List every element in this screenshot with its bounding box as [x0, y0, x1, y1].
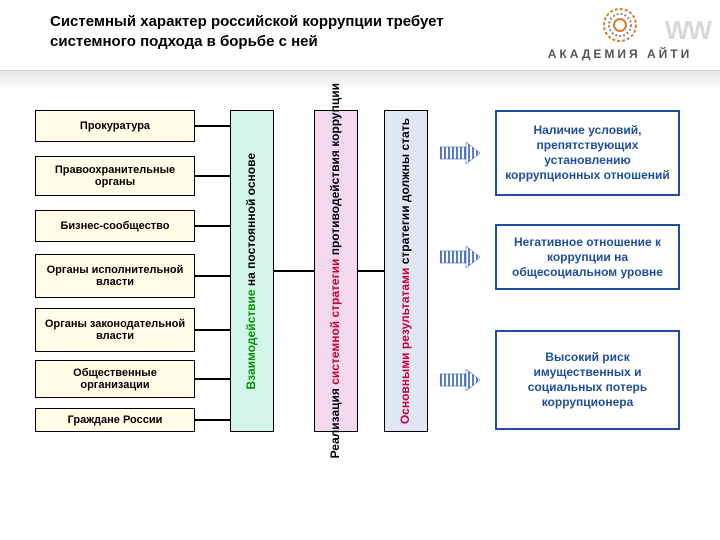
- page-title: Системный характер российской коррупции …: [50, 12, 470, 51]
- actor-box-0: Прокуратура: [35, 110, 195, 142]
- arrow-2: [440, 369, 480, 391]
- actor-box-1: Правоохранительные органы: [35, 156, 195, 196]
- connector-left-0: [195, 125, 230, 127]
- actor-box-6: Граждане России: [35, 408, 195, 432]
- brand-logo: WW АКАДЕМИЯ АЙТИ: [530, 5, 710, 61]
- connector-left-2: [195, 225, 230, 227]
- vbar2: Реализация системной стратегии противоде…: [314, 110, 358, 432]
- actor-box-2: Бизнес-сообщество: [35, 210, 195, 242]
- conn-v1: [274, 270, 314, 272]
- actor-box-5: Общественные организации: [35, 360, 195, 398]
- result-box-0: Наличие условий, препятствующих установл…: [495, 110, 680, 196]
- connector-left-6: [195, 419, 230, 421]
- arrow-0: [440, 142, 480, 164]
- vbar1-label: Взаимодействие на постоянной основе: [244, 153, 260, 390]
- vbar1: Взаимодействие на постоянной основе: [230, 110, 274, 432]
- result-box-1: Негативное отношение к коррупции на обще…: [495, 224, 680, 290]
- actor-box-3: Органы исполнительной власти: [35, 254, 195, 298]
- connector-left-3: [195, 275, 230, 277]
- vbar3-label: Основными результатами стратегии должны …: [398, 118, 414, 424]
- connector-left-4: [195, 329, 230, 331]
- logo-icon: [600, 5, 640, 45]
- vbar2-label: Реализация системной стратегии противоде…: [328, 83, 344, 458]
- connector-left-1: [195, 175, 230, 177]
- connector-left-5: [195, 378, 230, 380]
- logo-watermark: WW: [665, 15, 710, 46]
- logo-text: АКАДЕМИЯ АЙТИ: [530, 47, 710, 61]
- vbar3: Основными результатами стратегии должны …: [384, 110, 428, 432]
- arrow-1: [440, 246, 480, 268]
- header-band: [0, 70, 720, 90]
- result-box-2: Высокий риск имущественных и социальных …: [495, 330, 680, 430]
- conn-v2: [358, 270, 384, 272]
- header: Системный характер российской коррупции …: [0, 0, 720, 70]
- actor-box-4: Органы законодательной власти: [35, 308, 195, 352]
- diagram-canvas: Прокуратура Правоохранительные органы Бизн…: [0, 90, 720, 540]
